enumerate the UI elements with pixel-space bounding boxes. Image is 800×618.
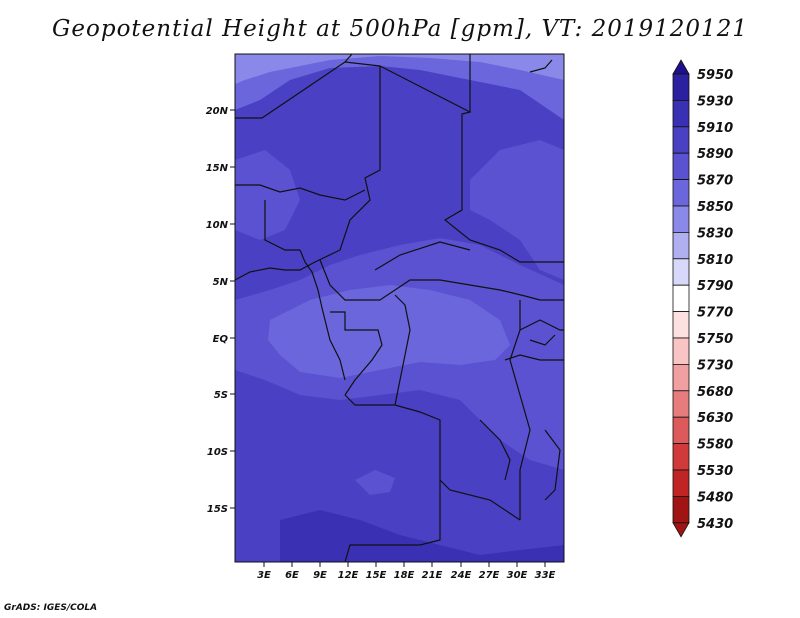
colorbar-label: 5530	[697, 464, 733, 479]
colorbar-label: 5770	[697, 306, 733, 321]
lat-label: EQ	[213, 334, 229, 345]
grads-credit: GrADS: IGES/COLA	[4, 603, 98, 613]
contour-fill-central-5850	[268, 285, 510, 378]
colorbar-label: 5630	[697, 411, 733, 426]
colorbar-label: 5890	[697, 147, 733, 162]
contour-fill-south-5910	[280, 510, 564, 562]
colorbar-swatch	[672, 416, 690, 445]
colorbar-swatch	[672, 390, 690, 418]
colorbar-label: 5910	[697, 121, 733, 136]
colorbar-swatch	[672, 443, 690, 471]
colorbar-label: 5950	[697, 68, 733, 83]
lat-label: 15S	[207, 504, 228, 515]
lon-label: 12E	[338, 570, 359, 581]
colorbar-swatch	[672, 126, 690, 154]
colorbar-label: 5830	[697, 226, 733, 241]
lon-label: 9E	[313, 570, 327, 581]
colorbar-swatch	[672, 100, 690, 128]
lat-label: 10S	[207, 447, 228, 458]
colorbar-swatch	[672, 284, 690, 313]
lon-label: 21E	[422, 570, 443, 581]
lat-label: 15N	[206, 163, 229, 174]
map-plot-area	[235, 54, 564, 562]
colorbar-top-arrow	[672, 59, 690, 75]
contour-fill-north-5830	[235, 54, 564, 84]
contour-fill-ne-5850	[470, 140, 564, 280]
colorbar-label: 5730	[697, 358, 733, 373]
lon-label: 3E	[257, 570, 271, 581]
colorbar-label: 5750	[697, 332, 733, 347]
colorbar-swatch	[672, 205, 690, 233]
contour-fill-north-5850	[235, 54, 564, 120]
colorbar-label: 5430	[697, 517, 733, 532]
lon-label: 30E	[507, 570, 528, 581]
colorbar-swatch	[672, 73, 690, 101]
colorbar-label: 5480	[697, 490, 733, 505]
contour-fill-w-5870	[235, 150, 300, 240]
colorbar-swatch	[672, 258, 690, 286]
lon-label: 27E	[479, 570, 500, 581]
map-frame	[234, 53, 565, 563]
lat-label: 20N	[206, 106, 229, 117]
colorbar-swatch	[672, 469, 690, 497]
lat-label: 5S	[214, 390, 228, 401]
lon-label: 24E	[451, 570, 472, 581]
colorbar-label: 5850	[697, 200, 733, 215]
map-title: Geopotential Height at 500hPa [gpm], VT:…	[52, 16, 748, 42]
lat-label: 5N	[213, 277, 229, 288]
colorbar-swatch	[672, 152, 690, 180]
colorbar-label: 5680	[697, 385, 733, 400]
colorbar-swatch	[672, 495, 690, 524]
lon-axis: 3E 6E 9E 12E 15E 18E 21E 24E 27E 30E 33E	[257, 562, 556, 581]
country-borders	[235, 54, 564, 562]
colorbar-bottom-arrow	[672, 522, 690, 538]
lat-label: 10N	[206, 220, 229, 231]
colorbar-label: 5810	[697, 253, 733, 268]
lon-label: 6E	[285, 570, 299, 581]
lon-label: 18E	[394, 570, 415, 581]
colorbar-label: 5930	[697, 94, 733, 109]
colorbar-swatch	[672, 311, 690, 339]
colorbar-swatch	[672, 363, 690, 392]
colorbar-label: 5790	[697, 279, 733, 294]
colorbar-swatch	[672, 231, 690, 260]
colorbar-swatch	[672, 337, 690, 365]
contour-fill-south-5870	[355, 470, 395, 495]
lat-axis: 20N 15N 10N 5N EQ 5S 10S 15S	[206, 106, 235, 515]
lon-label: 33E	[535, 570, 556, 581]
colorbar-label: 5580	[697, 438, 733, 453]
colorbar-swatch	[672, 179, 690, 207]
colorbar: 5950 5930 5910 5890 5870 5850 5830 5810 5790 5770…	[672, 59, 733, 538]
colorbar-label: 5870	[697, 174, 733, 189]
lon-label: 15E	[366, 570, 387, 581]
